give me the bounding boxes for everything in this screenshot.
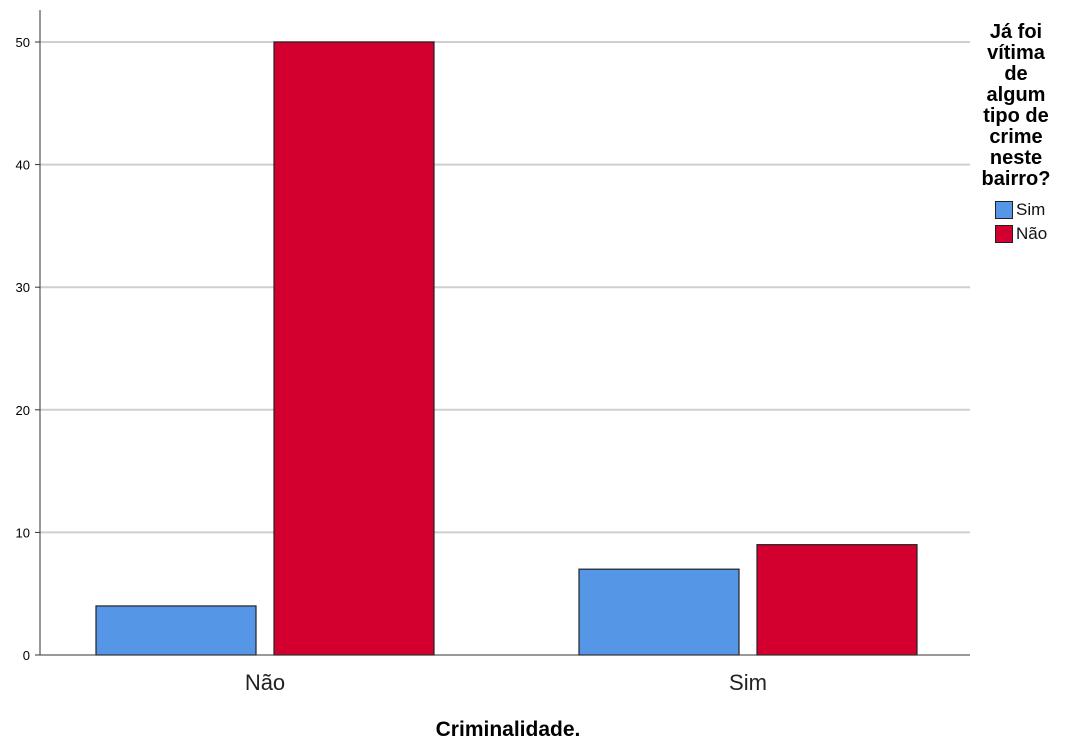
- legend: Já foi vítima de algum tipo de crime nes…: [976, 22, 1072, 246]
- x-axis-label: Criminalidade.: [436, 718, 581, 741]
- x-tick-label: Sim: [729, 670, 767, 695]
- legend-item: Não: [995, 222, 1072, 246]
- bar: [756, 544, 918, 656]
- x-axis-ticks: Não Sim: [245, 670, 767, 695]
- legend-label: Sim: [1016, 200, 1046, 219]
- legend-swatch: [995, 201, 1013, 219]
- axes: [39, 10, 970, 656]
- bars: [95, 41, 918, 656]
- y-tick-label: 20: [16, 403, 30, 418]
- y-tick-label: 50: [16, 35, 30, 50]
- gridlines: [40, 41, 970, 534]
- y-axis-ticks: 0 10 20 30 40 50: [16, 35, 40, 663]
- bar: [578, 568, 740, 656]
- y-tick-label: 0: [23, 648, 30, 663]
- legend-title: Já foi vítima de algum tipo de crime nes…: [981, 21, 1051, 190]
- legend-label: Não: [1016, 224, 1048, 243]
- y-tick-label: 10: [16, 525, 30, 540]
- y-tick-label: 30: [16, 280, 30, 295]
- bar: [273, 41, 435, 656]
- bar: [95, 605, 257, 656]
- x-tick-label: Não: [245, 670, 285, 695]
- legend-swatch: [995, 225, 1013, 243]
- y-tick-label: 40: [16, 158, 30, 173]
- legend-items: Sim Não: [995, 198, 1072, 246]
- legend-item: Sim: [995, 198, 1072, 222]
